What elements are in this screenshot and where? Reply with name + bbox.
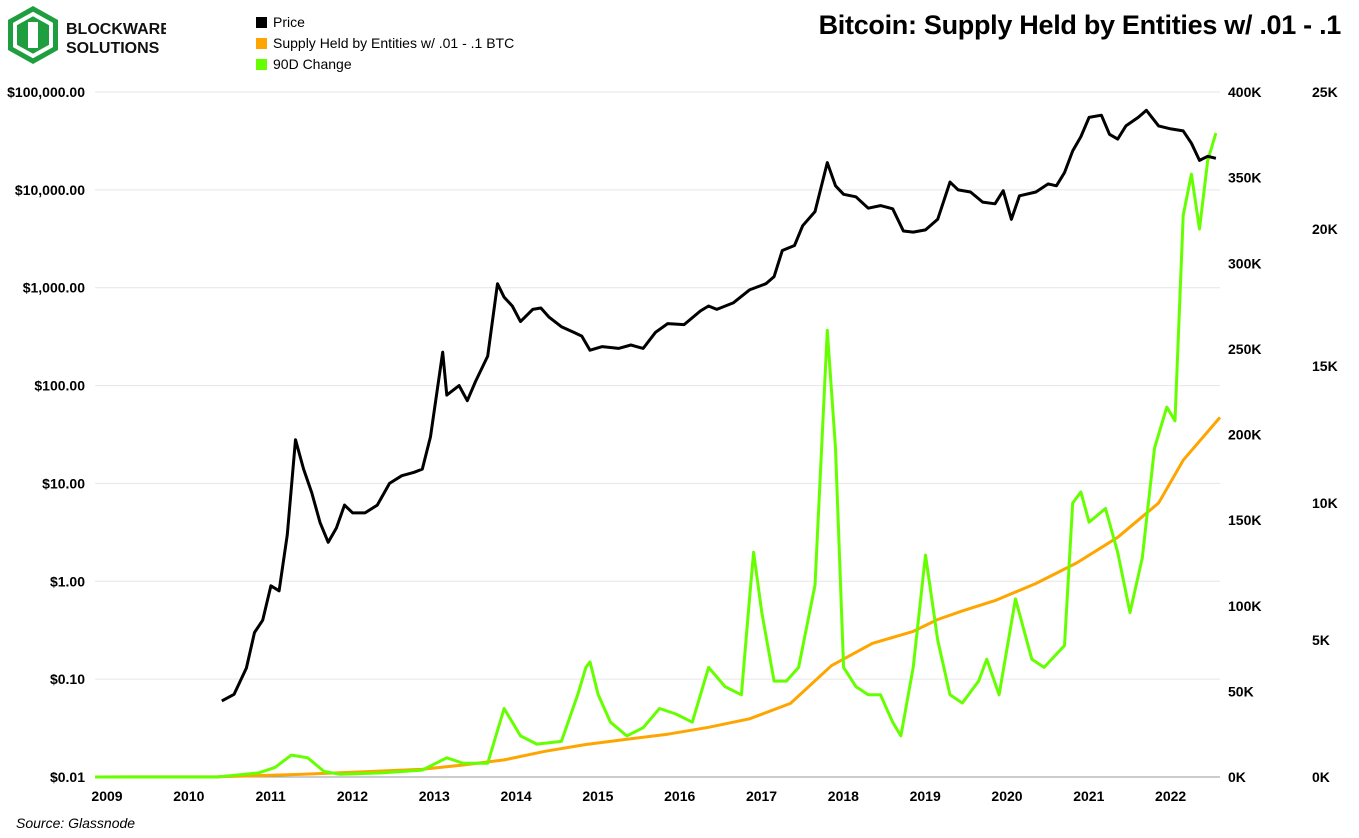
blockware-logo: BLOCKWARE SOLUTIONS	[6, 4, 171, 68]
x-tick-label: 2016	[664, 788, 695, 804]
series-line-price	[221, 108, 1217, 703]
legend-item-supply: Supply Held by Entities w/ .01 - .1 BTC	[256, 33, 514, 54]
svg-text:BLOCKWARE: BLOCKWARE	[66, 21, 166, 38]
series-line-supply-held-by-entities-w-01-1-btc	[94, 416, 1222, 779]
x-tick-label: 2012	[337, 788, 368, 804]
x-tick-label: 2020	[991, 788, 1022, 804]
x-tick-label: 2011	[255, 788, 286, 804]
left-tick-label: $0.01	[50, 769, 85, 785]
left-tick-label: $1.00	[50, 573, 85, 589]
outer-right-tick-label: 10K	[1312, 495, 1338, 511]
x-tick-label: 2021	[1073, 788, 1104, 804]
x-tick-label: 2018	[828, 788, 859, 804]
svg-text:SOLUTIONS: SOLUTIONS	[66, 40, 160, 57]
inner-right-tick-label: 300K	[1228, 255, 1261, 271]
source-note: Source: Glassnode	[16, 815, 136, 831]
left-tick-label: $1,000.00	[23, 280, 85, 296]
inner-right-tick-label: 100K	[1228, 598, 1261, 614]
legend-swatch-supply	[256, 38, 267, 49]
inner-right-tick-label: 250K	[1228, 341, 1261, 357]
series-layer	[94, 108, 1222, 779]
outer-right-tick-label: 0K	[1312, 769, 1330, 785]
outer-right-tick-label: 15K	[1312, 358, 1338, 374]
left-tick-label: $10,000.00	[15, 182, 85, 198]
inner-right-tick-label: 400K	[1228, 84, 1261, 100]
grid-lines	[95, 91, 1220, 778]
legend-label-supply: Supply Held by Entities w/ .01 - .1 BTC	[273, 35, 515, 51]
legend-item-price: Price	[256, 12, 514, 33]
inner-right-tick-label: 50K	[1228, 683, 1254, 699]
legend-swatch-90d-change	[256, 59, 267, 70]
legend-label-price: Price	[273, 14, 305, 30]
series-line-90d-change	[95, 132, 1218, 779]
inner-right-axis-ticks: 0K 50K 100K 150K 200K 250K 300K 350K 400K	[1228, 84, 1261, 785]
legend: Price Supply Held by Entities w/ .01 - .…	[256, 12, 514, 75]
outer-right-tick-label: 25K	[1312, 84, 1338, 100]
x-tick-label: 2019	[910, 788, 941, 804]
left-axis-ticks: $0.01 $0.10 $1.00 $10.00 $100.00 $1,000.00 $10…	[7, 84, 85, 785]
legend-swatch-price	[256, 17, 267, 28]
x-tick-label: 2014	[501, 788, 532, 804]
chart-title: Bitcoin: Supply Held by Entities w/ .01 …	[818, 10, 1342, 40]
inner-right-tick-label: 0K	[1228, 769, 1246, 785]
outer-right-tick-label: 20K	[1312, 221, 1338, 237]
left-tick-label: $100.00	[34, 378, 85, 394]
inner-right-tick-label: 200K	[1228, 427, 1261, 443]
x-axis-ticks: 2009 2010 2011 2012 2013 2014 2015 2016 2017 2018…	[91, 788, 1186, 804]
left-tick-label: $10.00	[42, 475, 85, 491]
x-tick-label: 2017	[746, 788, 777, 804]
left-tick-label: $0.10	[50, 671, 85, 687]
x-tick-label: 2013	[419, 788, 450, 804]
left-tick-label: $100,000.00	[7, 84, 85, 100]
inner-right-tick-label: 350K	[1228, 170, 1261, 186]
x-tick-label: 2009	[91, 788, 122, 804]
legend-label-90d-change: 90D Change	[273, 56, 352, 72]
x-tick-label: 2022	[1155, 788, 1186, 804]
x-tick-label: 2010	[173, 788, 204, 804]
x-tick-label: 2015	[582, 788, 613, 804]
outer-right-axis-ticks: 0K 5K 10K 15K 20K 25K	[1312, 84, 1338, 785]
outer-right-tick-label: 5K	[1312, 632, 1330, 648]
inner-right-tick-label: 150K	[1228, 512, 1261, 528]
legend-item-90d-change: 90D Change	[256, 54, 514, 75]
